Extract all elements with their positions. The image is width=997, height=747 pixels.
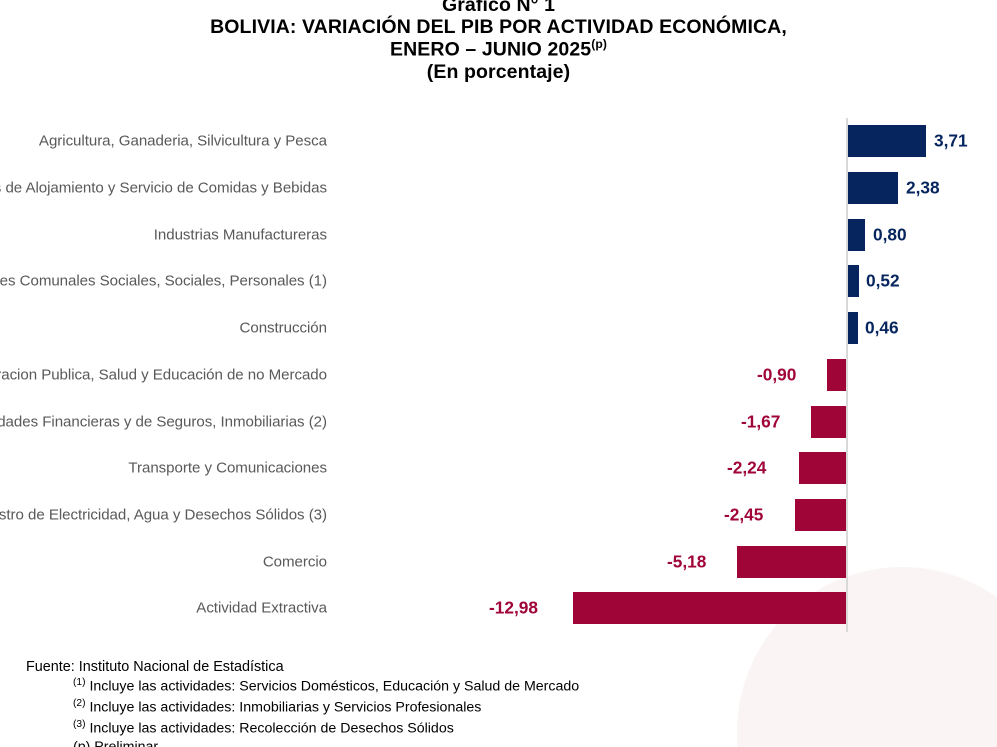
- bar-positive: [848, 125, 926, 158]
- category-label: Actividades de Alojamiento y Servicio de…: [0, 179, 327, 197]
- bar-negative: [573, 592, 846, 625]
- category-label: Transporte y Comunicaciones: [128, 459, 327, 477]
- footnote-item: (3) Incluye las actividades: Recolección…: [73, 718, 579, 739]
- footnote-text: Incluye las actividades: Servicios Domés…: [89, 679, 580, 696]
- bar-negative: [827, 358, 846, 391]
- category-label: Comercio: [262, 553, 327, 571]
- category-label: Actividades Financieras y de Seguros, In…: [0, 413, 327, 431]
- chart-row: Actividades Financieras y de Seguros, In…: [0, 398, 997, 445]
- footnote-marker: (1): [73, 677, 86, 689]
- category-label: Construcción: [239, 319, 328, 337]
- footnote-item: (2) Incluye las actividades: Inmobiliari…: [73, 697, 579, 718]
- chart-period-text: ENERO – JUNIO 2025: [390, 38, 592, 61]
- chart-row: Actividad Extractiva -12,98: [0, 585, 997, 632]
- preliminary-note: (p) Preliminar: [73, 738, 579, 747]
- chart-title-block: Gráfico N° 1 BOLIVIA: VARIACIÓN DEL PIB …: [0, 0, 997, 83]
- bar-negative: [799, 452, 846, 485]
- chart-row: Construcción 0,46: [0, 305, 997, 352]
- chart-row: Actividades de Alojamiento y Servicio de…: [0, 165, 997, 212]
- bar-positive: [848, 172, 898, 205]
- chart-number-label: Gráfico N° 1: [441, 0, 556, 16]
- footnote-marker: (2): [73, 697, 86, 709]
- value-label: -0,90: [757, 364, 797, 385]
- value-label: -5,18: [667, 551, 707, 572]
- footnote-marker: (3): [73, 718, 86, 730]
- chart-row: Actividades Comunales Sociales, Sociales…: [0, 258, 997, 305]
- footnote-item: (1) Incluye las actividades: Servicios D…: [73, 676, 579, 697]
- footnote-text: Incluye las actividades: Recolección de …: [89, 720, 454, 737]
- bar-positive: [848, 218, 865, 251]
- chart-row: Agricultura, Ganaderia, Silvicultura y P…: [0, 118, 997, 165]
- bar-positive: [848, 265, 859, 298]
- value-label: -2,24: [727, 457, 767, 478]
- bar-negative: [811, 405, 846, 438]
- chart-row: Transporte y Comunicaciones -2,24: [0, 445, 997, 492]
- chart-period-label: ENERO – JUNIO 2025(p): [0, 37, 997, 61]
- category-label: Actividad Extractiva: [196, 599, 327, 617]
- chart-row: Suministro de Electricidad, Agua y Desec…: [0, 492, 997, 539]
- chart-row: Administracion Publica, Salud y Educació…: [0, 352, 997, 399]
- category-label: Industrias Manufactureras: [153, 226, 327, 244]
- chart-period-superscript: (p): [591, 37, 607, 52]
- category-label: Actividades Comunales Sociales, Sociales…: [0, 272, 327, 290]
- category-label: Administracion Publica, Salud y Educació…: [0, 366, 327, 384]
- value-label: 0,52: [866, 270, 900, 291]
- value-label: 0,46: [865, 317, 899, 338]
- footnotes-block: Fuente: Instituto Nacional de Estadístic…: [26, 658, 579, 747]
- bar-chart: Agricultura, Ganaderia, Silvicultura y P…: [0, 118, 997, 638]
- page-title: BOLIVIA: VARIACIÓN DEL PIB POR ACTIVIDAD…: [210, 16, 787, 39]
- value-label: -2,45: [724, 504, 764, 525]
- chart-row: Industrias Manufactureras 0,80: [0, 211, 997, 258]
- chart-units-label: (En porcentaje): [426, 60, 571, 83]
- value-label: -12,98: [489, 597, 539, 618]
- value-label: 0,80: [873, 224, 907, 245]
- category-label: Suministro de Electricidad, Agua y Desec…: [0, 506, 327, 524]
- value-label: 2,38: [906, 177, 940, 198]
- bar-negative: [795, 498, 846, 531]
- footnote-text: Incluye las actividades: Inmobiliarias y…: [89, 699, 482, 716]
- bar-negative: [737, 545, 846, 578]
- zero-axis-line: [846, 118, 848, 632]
- bar-positive: [848, 312, 858, 345]
- chart-row: Comercio -5,18: [0, 538, 997, 585]
- value-label: -1,67: [741, 411, 781, 432]
- value-label: 3,71: [934, 130, 968, 151]
- source-label: Fuente: Instituto Nacional de Estadístic…: [26, 659, 284, 675]
- category-label: Agricultura, Ganaderia, Silvicultura y P…: [38, 132, 327, 150]
